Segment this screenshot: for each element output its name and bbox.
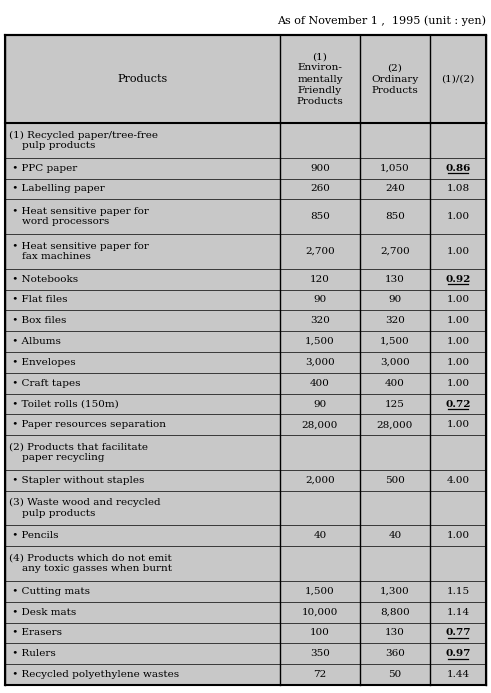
- Text: 240: 240: [385, 184, 405, 193]
- Text: 40: 40: [388, 532, 402, 541]
- Text: • PPC paper: • PPC paper: [9, 164, 77, 173]
- Bar: [5, 525, 486, 546]
- Text: 850: 850: [310, 212, 330, 221]
- Text: 1.00: 1.00: [446, 358, 469, 367]
- Bar: [5, 123, 486, 158]
- Text: (1) Recycled paper/tree-free
    pulp products: (1) Recycled paper/tree-free pulp produc…: [9, 130, 158, 150]
- Text: 1,500: 1,500: [305, 337, 335, 346]
- Text: • Desk mats: • Desk mats: [9, 608, 76, 617]
- Text: 320: 320: [385, 316, 405, 325]
- Bar: [5, 394, 486, 414]
- Text: 400: 400: [385, 378, 405, 387]
- Text: 2,700: 2,700: [305, 247, 335, 256]
- Text: 3,000: 3,000: [305, 358, 335, 367]
- Bar: [5, 179, 486, 200]
- Text: 2,000: 2,000: [305, 476, 335, 485]
- Text: 360: 360: [385, 649, 405, 658]
- Bar: [5, 435, 486, 470]
- Text: 10,000: 10,000: [302, 608, 338, 617]
- Text: 1.00: 1.00: [446, 316, 469, 325]
- Text: • Recycled polyethylene wastes: • Recycled polyethylene wastes: [9, 670, 179, 679]
- Text: • Envelopes: • Envelopes: [9, 358, 76, 367]
- Text: • Heat sensitive paper for
    word processors: • Heat sensitive paper for word processo…: [9, 207, 149, 227]
- Text: 0.97: 0.97: [445, 649, 471, 658]
- Text: 28,000: 28,000: [302, 421, 338, 430]
- Text: 350: 350: [310, 649, 330, 658]
- Text: 125: 125: [385, 399, 405, 408]
- Text: 120: 120: [310, 274, 330, 283]
- Text: • Albums: • Albums: [9, 337, 61, 346]
- Text: 1,050: 1,050: [380, 164, 410, 173]
- Text: (1)
Environ-
mentally
Friendly
Products: (1) Environ- mentally Friendly Products: [297, 52, 343, 106]
- Text: Products: Products: [117, 74, 167, 84]
- Text: • Box files: • Box files: [9, 316, 66, 325]
- Text: 50: 50: [388, 670, 402, 679]
- Text: 90: 90: [313, 399, 327, 408]
- Bar: [5, 470, 486, 491]
- Bar: [5, 331, 486, 352]
- Bar: [5, 414, 486, 435]
- Text: • Flat files: • Flat files: [9, 295, 67, 304]
- Text: 0.72: 0.72: [445, 399, 471, 408]
- Text: 72: 72: [313, 670, 327, 679]
- Bar: [5, 158, 486, 179]
- Text: • Erasers: • Erasers: [9, 629, 62, 638]
- Bar: [5, 602, 486, 622]
- Bar: [5, 269, 486, 290]
- Text: 1,500: 1,500: [305, 587, 335, 596]
- Text: 40: 40: [313, 532, 327, 541]
- Text: 1,500: 1,500: [380, 337, 410, 346]
- Text: 1.14: 1.14: [446, 608, 469, 617]
- Text: 1.00: 1.00: [446, 247, 469, 256]
- Text: • Craft tapes: • Craft tapes: [9, 378, 81, 387]
- Bar: [5, 622, 486, 643]
- Text: • Labelling paper: • Labelling paper: [9, 184, 105, 193]
- Text: 1.44: 1.44: [446, 670, 469, 679]
- Text: 8,800: 8,800: [380, 608, 410, 617]
- Text: 260: 260: [310, 184, 330, 193]
- Text: (4) Products which do not emit
    any toxic gasses when burnt: (4) Products which do not emit any toxic…: [9, 554, 172, 573]
- Text: 90: 90: [388, 295, 402, 304]
- Text: 130: 130: [385, 274, 405, 283]
- Text: • Toilet rolls (150m): • Toilet rolls (150m): [9, 399, 119, 408]
- Text: 1.08: 1.08: [446, 184, 469, 193]
- Text: 100: 100: [310, 629, 330, 638]
- Text: • Stapler without staples: • Stapler without staples: [9, 476, 144, 485]
- Text: • Paper resources separation: • Paper resources separation: [9, 421, 166, 430]
- Bar: [5, 200, 486, 234]
- Text: 0.92: 0.92: [445, 274, 471, 283]
- Text: 1.00: 1.00: [446, 212, 469, 221]
- Text: 1.15: 1.15: [446, 587, 469, 596]
- Text: 400: 400: [310, 378, 330, 387]
- Bar: [5, 35, 486, 123]
- Bar: [5, 352, 486, 373]
- Text: • Heat sensitive paper for
    fax machines: • Heat sensitive paper for fax machines: [9, 242, 149, 261]
- Text: 130: 130: [385, 629, 405, 638]
- Bar: [5, 664, 486, 685]
- Text: 850: 850: [385, 212, 405, 221]
- Text: 1,300: 1,300: [380, 587, 410, 596]
- Text: 0.86: 0.86: [445, 164, 471, 173]
- Text: 1.00: 1.00: [446, 295, 469, 304]
- Bar: [5, 546, 486, 581]
- Bar: [5, 310, 486, 331]
- Text: 900: 900: [310, 164, 330, 173]
- Text: 500: 500: [385, 476, 405, 485]
- Text: 320: 320: [310, 316, 330, 325]
- Text: 3,000: 3,000: [380, 358, 410, 367]
- Bar: [5, 290, 486, 310]
- Text: 1.00: 1.00: [446, 337, 469, 346]
- Bar: [5, 643, 486, 664]
- Text: (1)/(2): (1)/(2): [441, 75, 475, 83]
- Text: • Cutting mats: • Cutting mats: [9, 587, 90, 596]
- Bar: [5, 373, 486, 394]
- Bar: [5, 491, 486, 525]
- Bar: [5, 581, 486, 602]
- Text: • Notebooks: • Notebooks: [9, 274, 78, 283]
- Text: 1.00: 1.00: [446, 378, 469, 387]
- Text: (3) Waste wood and recycled
    pulp products: (3) Waste wood and recycled pulp product…: [9, 498, 161, 518]
- Text: (2) Products that facilitate
    paper recycling: (2) Products that facilitate paper recyc…: [9, 443, 148, 462]
- Text: 2,700: 2,700: [380, 247, 410, 256]
- Text: 1.00: 1.00: [446, 421, 469, 430]
- Text: (2)
Ordinary
Products: (2) Ordinary Products: [371, 63, 419, 95]
